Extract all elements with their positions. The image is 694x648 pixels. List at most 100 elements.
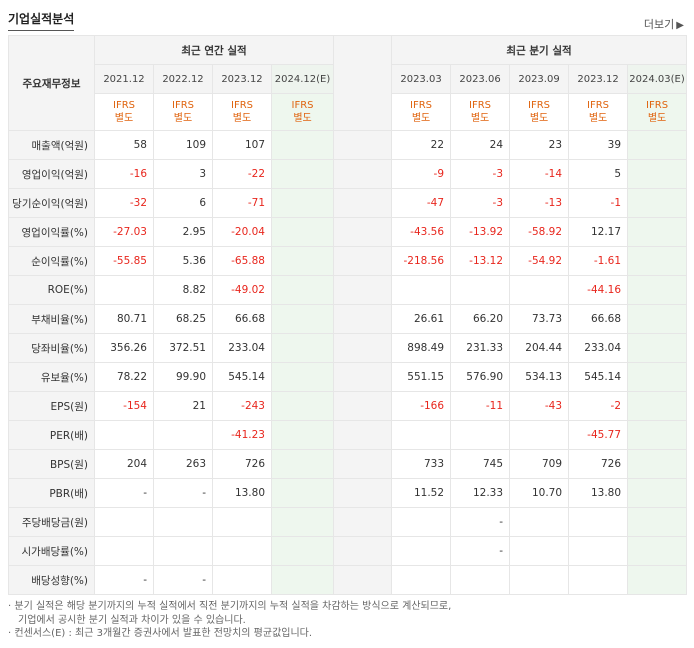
annual-value: 233.04 (212, 333, 272, 363)
quarter-value: 12.33 (450, 478, 511, 508)
quarter-period: 2023.09 (509, 64, 570, 94)
basis-line2: 별도 (588, 113, 608, 124)
annual-value (270, 188, 335, 218)
basis-cell: IFRS 별도 (568, 93, 629, 131)
quarter-value (568, 565, 629, 595)
quarter-value (509, 420, 570, 450)
row-label: 유보율(%) (8, 362, 95, 392)
row-label: 주당배당금(원) (8, 507, 95, 537)
table-row: 매출액(억원) 58 109 107 22 24 23 39 (8, 130, 688, 160)
spacer-cell (333, 130, 393, 160)
more-link[interactable]: 더보기 ▶ (644, 16, 684, 32)
basis-cell: IFRS 별도 (153, 93, 213, 131)
quarter-value (509, 275, 570, 305)
quarter-value: -13.92 (450, 217, 511, 247)
annual-value: 78.22 (94, 362, 154, 392)
quarter-value (450, 420, 511, 450)
quarter-value: 26.61 (391, 304, 452, 334)
quarter-value: 5 (568, 159, 629, 189)
table-row: 영업이익률(%) -27.03 2.95 -20.04 -43.56 -13.92 -58.… (8, 217, 688, 247)
basis-cell: IFRS 별도 (627, 93, 688, 131)
quarter-value: -2 (568, 391, 629, 421)
period-row: 2021.12 2022.12 2023.12 2024.12(E) 2023.03 20… (9, 64, 688, 94)
annual-value (153, 420, 213, 450)
row-label: PBR(배) (8, 478, 95, 508)
quarter-value (391, 565, 452, 595)
quarter-value (627, 362, 688, 392)
quarter-value: 745 (450, 449, 511, 479)
annual-value: 545.14 (212, 362, 272, 392)
quarter-value: 73.73 (509, 304, 570, 334)
quarter-value (391, 507, 452, 537)
annual-value (270, 333, 335, 363)
label-header: 주요재무정보 (8, 35, 95, 131)
quarter-value: 11.52 (391, 478, 452, 508)
quarter-value: 726 (568, 449, 629, 479)
annual-value (94, 275, 154, 305)
table-row: PBR(배) - -13.80 11.52 12.33 10.70 13.80 (8, 478, 688, 508)
footnotes: · 분기 실적은 해당 분기까지의 누적 실적에서 직전 분기까지의 누적 실적… (8, 600, 686, 641)
annual-value: -65.88 (212, 246, 272, 276)
quarter-value: 23 (509, 130, 570, 160)
row-label: BPS(원) (8, 449, 95, 479)
footnote-quarterly-cont: 기업에서 공시한 분기 실적과 차이가 있을 수 있습니다. (18, 614, 246, 626)
quarter-value: -166 (391, 391, 452, 421)
annual-value: 13.80 (212, 478, 272, 508)
row-label: 배당성향(%) (8, 565, 95, 595)
annual-value: 99.90 (153, 362, 213, 392)
table-row: 주당배당금(원) - (8, 507, 688, 537)
basis-line1: IFRS (410, 100, 433, 111)
annual-value (94, 536, 154, 566)
annual-value (270, 362, 335, 392)
quarter-value (627, 246, 688, 276)
quarter-value (391, 536, 452, 566)
annual-period: 2022.12 (153, 64, 213, 94)
table-row: 배당성향(%) - - (8, 565, 688, 595)
more-label[interactable]: 더보기 (643, 18, 675, 31)
quarter-header: 최근 분기 실적 (391, 35, 688, 65)
spacer-cell (333, 536, 393, 566)
annual-value: 58 (94, 130, 154, 160)
quarter-value (450, 565, 511, 595)
footnote-consensus: 컨센서스(E) : 최근 3개월간 증권사에서 발표한 전망치의 평균값입니다. (14, 628, 313, 639)
annual-value: -71 (212, 188, 272, 218)
row-label: 당좌비율(%) (8, 333, 95, 363)
spacer-cell (333, 159, 393, 189)
quarter-value: 22 (391, 130, 452, 160)
annual-value (270, 159, 335, 189)
annual-value: 726 (212, 449, 272, 479)
quarter-value: - (450, 507, 511, 537)
row-label: PER(배) (8, 420, 95, 450)
quarter-value: -43 (509, 391, 570, 421)
basis-line1: IFRS (113, 100, 135, 111)
annual-period: 2024.12(E) (270, 64, 335, 94)
annual-value: 68.25 (153, 304, 213, 334)
row-label: 영업이익(억원) (8, 159, 95, 189)
annual-value (94, 420, 154, 450)
quarter-value (627, 420, 688, 450)
annual-value: -41.23 (212, 420, 272, 450)
quarter-value: -58.92 (509, 217, 570, 247)
row-label: 영업이익률(%) (8, 217, 95, 247)
quarter-value: 66.68 (568, 304, 629, 334)
annual-value: 107 (212, 130, 272, 160)
spacer-cell (333, 420, 393, 450)
header-row: 주요재무정보 최근 연간 실적 최근 분기 실적 (8, 35, 688, 131)
spacer-cell (333, 217, 393, 247)
row-label: 순이익률(%) (8, 246, 95, 276)
table-row: 유보율(%) 78.22 99.90 545.14 551.15 576.90 534.13… (8, 362, 688, 392)
annual-value (270, 536, 335, 566)
section-title: 기업실적분석 (8, 12, 75, 31)
quarter-value (568, 536, 629, 566)
quarter-value: 709 (509, 449, 570, 479)
annual-value: 109 (153, 130, 213, 160)
quarter-value (627, 188, 688, 218)
annual-value (270, 507, 335, 537)
annual-value (212, 565, 272, 595)
basis-line2: 별도 (173, 113, 193, 124)
quarter-value: 545.14 (568, 362, 629, 392)
basis-cell: IFRS 별도 (270, 93, 335, 131)
basis-line2: 별도 (114, 113, 134, 124)
quarter-value: -47 (391, 188, 452, 218)
quarter-period: 2023.06 (450, 64, 511, 94)
